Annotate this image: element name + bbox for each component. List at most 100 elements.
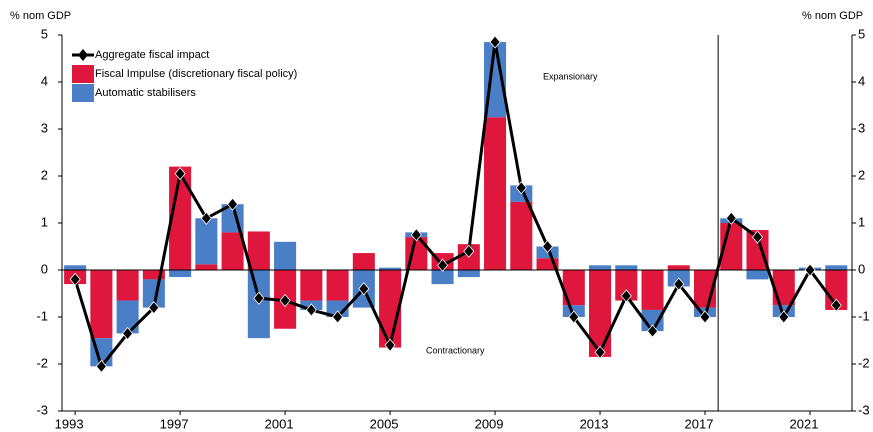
marker bbox=[332, 310, 344, 324]
marker bbox=[253, 291, 265, 305]
marker bbox=[620, 289, 632, 303]
bar bbox=[379, 267, 402, 270]
bar bbox=[326, 270, 349, 301]
legend-label: Aggregate fiscal impact bbox=[95, 49, 209, 61]
bar bbox=[746, 270, 769, 280]
marker bbox=[227, 197, 239, 211]
x-tick-label: 1997 bbox=[160, 416, 189, 431]
marker bbox=[279, 293, 291, 308]
marker bbox=[410, 228, 422, 242]
legend-label: Automatic stabilisers bbox=[95, 87, 196, 99]
y-axis-label: % nom GDP bbox=[10, 10, 71, 22]
x-tick-label: 2013 bbox=[580, 416, 609, 431]
legend-swatch bbox=[72, 84, 94, 102]
marker bbox=[515, 181, 527, 195]
marker bbox=[489, 35, 501, 49]
marker bbox=[830, 298, 842, 312]
bar bbox=[116, 270, 139, 301]
y2-tick-label: -1 bbox=[858, 308, 870, 323]
legend-marker bbox=[78, 49, 88, 61]
bar bbox=[457, 270, 480, 278]
bar bbox=[641, 270, 664, 310]
bar bbox=[484, 42, 507, 118]
marker bbox=[751, 230, 764, 244]
bar bbox=[825, 265, 848, 270]
legend-label: Fiscal Impulse (discretionary fiscal pol… bbox=[95, 68, 297, 80]
bar bbox=[90, 270, 113, 339]
y-tick-label: 5 bbox=[41, 26, 48, 41]
aggregate-line bbox=[73, 41, 838, 370]
marker bbox=[725, 211, 737, 225]
bar bbox=[274, 241, 297, 270]
bar bbox=[169, 270, 192, 278]
marker bbox=[200, 211, 212, 225]
y-tick-label: -3 bbox=[36, 402, 48, 417]
bar bbox=[484, 117, 507, 270]
y2-tick-label: 3 bbox=[858, 120, 865, 135]
y-tick-label: 0 bbox=[41, 261, 48, 276]
marker bbox=[437, 258, 449, 272]
y-tick-label: -1 bbox=[36, 308, 48, 323]
y2-axis-label: % nom GDP bbox=[802, 10, 863, 22]
bar bbox=[615, 265, 638, 270]
marker bbox=[647, 324, 659, 338]
y2-tick-label: 1 bbox=[858, 214, 865, 229]
x-tick-label: 2001 bbox=[265, 416, 294, 431]
bar bbox=[589, 265, 612, 270]
marker bbox=[568, 310, 580, 324]
x-tick-label: 1993 bbox=[55, 416, 84, 431]
y-tick-label: 4 bbox=[41, 73, 48, 88]
marker bbox=[148, 300, 160, 315]
bar bbox=[64, 265, 87, 270]
x-tick-label: 2021 bbox=[790, 416, 819, 431]
bar bbox=[431, 270, 454, 285]
y-tick-label: -2 bbox=[36, 355, 48, 370]
y2-tick-label: 2 bbox=[858, 167, 865, 182]
bar bbox=[772, 270, 795, 306]
marker bbox=[463, 244, 475, 258]
bar bbox=[746, 230, 769, 270]
y2-tick-label: -3 bbox=[858, 402, 870, 417]
bar bbox=[169, 166, 192, 270]
marker bbox=[305, 303, 317, 317]
bar bbox=[247, 231, 270, 270]
bar bbox=[142, 270, 165, 280]
x-tick-label: 2009 bbox=[475, 416, 504, 431]
y-tick-label: 2 bbox=[41, 167, 48, 182]
marker bbox=[542, 239, 554, 254]
y2-tick-label: 0 bbox=[858, 261, 865, 276]
marker bbox=[673, 277, 685, 291]
y2-tick-label: 4 bbox=[858, 73, 865, 88]
bar bbox=[510, 201, 533, 270]
bar bbox=[221, 232, 244, 270]
marker bbox=[95, 359, 107, 373]
legend-swatch bbox=[72, 65, 94, 83]
x-tick-label: 2005 bbox=[370, 416, 399, 431]
bar bbox=[116, 300, 139, 334]
y2-tick-label: -2 bbox=[858, 355, 870, 370]
marker bbox=[69, 272, 81, 287]
bar bbox=[195, 218, 218, 265]
y-tick-label: 1 bbox=[41, 214, 48, 229]
bar bbox=[562, 270, 585, 306]
marker bbox=[778, 310, 790, 324]
y-tick-label: 3 bbox=[41, 120, 48, 135]
bar bbox=[536, 258, 559, 270]
bar bbox=[300, 270, 323, 301]
bar bbox=[615, 270, 638, 301]
marker bbox=[122, 326, 134, 341]
bar bbox=[352, 253, 375, 270]
annotation: Contractionary bbox=[426, 345, 485, 355]
bar bbox=[195, 264, 218, 270]
marker bbox=[804, 263, 816, 277]
x-tick-label: 2017 bbox=[685, 416, 714, 431]
marker bbox=[594, 345, 606, 359]
marker bbox=[174, 167, 186, 181]
bar bbox=[589, 270, 612, 357]
annotation: Expansionary bbox=[543, 71, 598, 81]
marker bbox=[358, 282, 370, 296]
y2-tick-label: 5 bbox=[858, 26, 865, 41]
bar bbox=[667, 265, 690, 270]
marker bbox=[699, 310, 711, 324]
